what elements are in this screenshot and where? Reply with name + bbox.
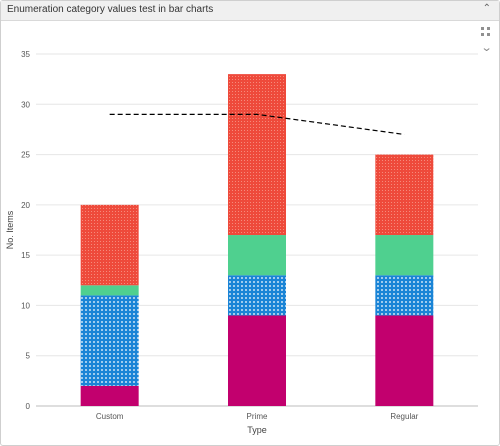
y-tick-label: 10 (21, 301, 30, 310)
panel-header: Enumeration category values test in bar … (1, 1, 499, 21)
bar-segment (228, 315, 286, 406)
panel-title: Enumeration category values test in bar … (7, 4, 214, 15)
dashed-line-series (109, 113, 405, 136)
y-tick-label: 15 (21, 251, 30, 260)
x-tick-label: Prime (247, 412, 268, 421)
y-tick-label: 30 (21, 100, 30, 109)
y-axis-label: No. Items (5, 210, 15, 249)
y-tick-label: 35 (21, 50, 30, 59)
y-tick-label: 25 (21, 151, 30, 160)
x-tick-label: Custom (96, 412, 124, 421)
bar-segment (228, 235, 286, 276)
line-series-path (109, 113, 405, 136)
y-tick-label: 0 (26, 402, 31, 411)
x-tick-labels: Custom Prime Regular (96, 412, 419, 421)
bar-segment (80, 295, 139, 386)
bar-segment (80, 285, 139, 296)
bar-segment (375, 235, 434, 276)
y-tick-label: 20 (21, 201, 30, 210)
x-axis-label: Type (247, 425, 267, 435)
y-tick-label: 5 (26, 352, 31, 361)
x-tick-label: Regular (390, 412, 418, 421)
bar-segment (375, 154, 434, 236)
collapse-icon[interactable]: ⌃ (482, 3, 491, 14)
bar-segment (228, 74, 286, 236)
bar-segment (80, 385, 139, 406)
bar-segment (80, 204, 139, 286)
bar-segment (228, 275, 286, 316)
bar-segment (375, 315, 434, 406)
bars (80, 74, 434, 406)
bar-segment (375, 275, 434, 316)
menu-chevron-down-icon[interactable]: ⌄ (480, 42, 493, 54)
y-tick-labels: 0 5 10 15 20 25 30 35 (21, 50, 30, 411)
drag-handle-icon[interactable] (481, 27, 491, 37)
